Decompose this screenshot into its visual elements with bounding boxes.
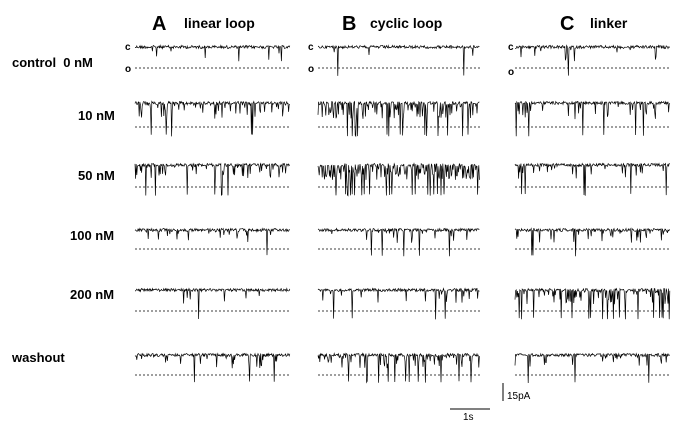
current-trace: [134, 100, 290, 137]
condition-label: washout: [11, 350, 65, 365]
open-label: o: [125, 64, 131, 75]
current-trace: [317, 352, 480, 384]
current-trace: [317, 162, 480, 197]
current-trace: [514, 162, 670, 196]
current-trace: [134, 227, 290, 256]
condition-label: 200 nM: [70, 287, 114, 302]
current-trace: [514, 287, 671, 320]
current-trace: [317, 227, 480, 257]
closed-label: c: [308, 42, 314, 53]
current-trace: [134, 162, 291, 196]
panel-title: linker: [590, 15, 628, 31]
current-trace: [134, 44, 291, 62]
current-trace: [134, 352, 291, 383]
panel-letter: C: [560, 13, 574, 35]
panel-letter: B: [342, 13, 356, 35]
condition-label: control 0 nM: [12, 55, 93, 70]
open-label: o: [508, 67, 514, 78]
condition-label: 10 nM: [78, 108, 115, 123]
open-label: o: [308, 64, 314, 75]
traces: [134, 44, 671, 384]
current-scale-label: 15pA: [507, 391, 531, 402]
panel-title: linear loop: [184, 15, 255, 31]
current-trace: [317, 44, 480, 76]
current-trace: [317, 287, 480, 320]
closed-label: c: [125, 42, 131, 53]
current-trace: [135, 287, 291, 320]
time-scale-label: 1s: [463, 412, 474, 421]
current-trace: [514, 352, 671, 384]
current-trace: [514, 100, 671, 137]
current-trace: [514, 44, 671, 76]
panel-title: cyclic loop: [370, 15, 442, 31]
closed-label: c: [508, 42, 514, 53]
current-trace: [514, 227, 671, 257]
condition-label: 100 nM: [70, 228, 114, 243]
panel-letter: A: [152, 13, 166, 35]
condition-label: 50 nM: [78, 168, 115, 183]
current-trace: [317, 100, 480, 138]
